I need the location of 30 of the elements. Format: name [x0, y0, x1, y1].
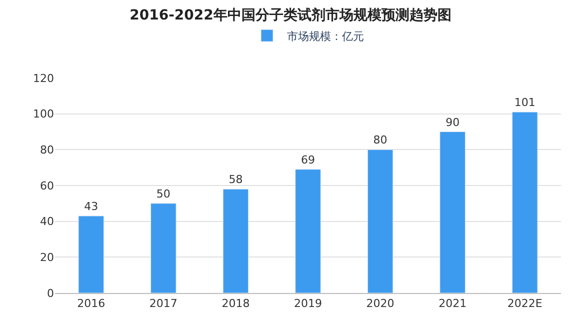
y-tick-label: 60	[40, 179, 54, 192]
x-tick-label: 2018	[222, 297, 250, 310]
data-label: 101	[514, 96, 536, 110]
bar	[78, 216, 104, 293]
data-label: 90	[446, 116, 460, 129]
y-tick-label: 20	[40, 251, 54, 264]
x-tick-label: 2016	[77, 297, 106, 310]
bar	[222, 188, 249, 293]
y-tick-label: 40	[40, 215, 54, 228]
x-tick-label: 2017	[149, 297, 178, 310]
x-tick-label: 2019	[294, 297, 322, 310]
legend-label: 市场规模：亿元	[287, 30, 364, 43]
bar	[150, 203, 176, 293]
data-label: 58	[228, 173, 243, 186]
data-label: 80	[373, 134, 388, 147]
bar	[512, 112, 538, 293]
bar	[440, 132, 466, 293]
y-tick-label: 0	[47, 286, 54, 300]
data-label: 69	[301, 153, 315, 166]
x-tick-label: 2020	[366, 297, 394, 310]
bar	[295, 169, 321, 293]
y-tick-label: 100	[33, 108, 54, 121]
x-tick-label: 2021	[438, 297, 467, 310]
chart-title: 2016-2022年中国分子类试剂市场规模预测趋势图	[130, 6, 452, 24]
y-tick-label: 120	[33, 72, 54, 85]
data-label: 43	[84, 200, 98, 213]
x-tick-label: 2022E	[507, 297, 542, 310]
data-label: 50	[156, 187, 170, 200]
y-tick-label: 80	[40, 144, 54, 157]
bar	[367, 149, 394, 293]
